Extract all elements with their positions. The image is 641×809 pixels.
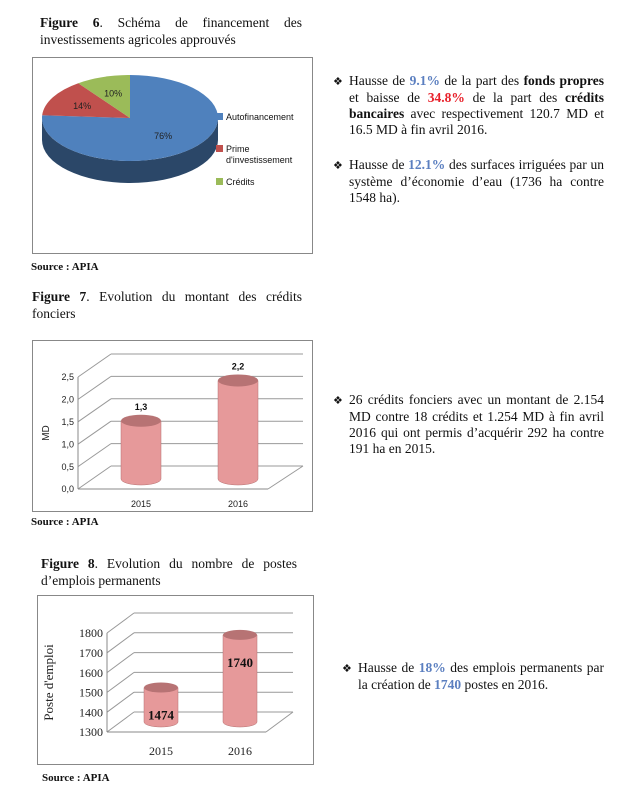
legend-item-autofinancement: Autofinancement [216, 112, 294, 123]
figure8-caption: Figure 8. Evolution du nombre de postes … [41, 555, 297, 589]
figure8-source: Source : APIA [42, 772, 110, 784]
y-tick-label: 1500 [79, 686, 103, 700]
bar-cylinder-2015 [120, 420, 162, 486]
bar-cylinder-top [218, 374, 258, 387]
grid-diagonal [77, 420, 112, 445]
grid-diagonal [77, 398, 112, 423]
y-tick-label: 1400 [79, 705, 103, 719]
x-tick-label: 2016 [228, 744, 252, 758]
bar-cylinder-2016 [222, 634, 258, 728]
y-tick-label: 1,5 [61, 417, 74, 427]
pie-data-label: 14% [73, 101, 91, 111]
grid-diagonal [77, 443, 112, 468]
pie-chart: 76% 14% 10% [41, 75, 218, 183]
figure7-caption: Figure 7. Evolution du montant des crédi… [32, 288, 302, 322]
paragraph-credits-fonciers: ❖ 26 crédits fonciers avec un montant de … [333, 392, 604, 456]
y-tick-label: 1,0 [61, 439, 74, 449]
grid-diagonal [77, 465, 112, 490]
bar-data-label: 1474 [148, 708, 175, 723]
y-axis-label: MD [41, 425, 52, 441]
diamond-dots-bullet-icon: ❖ [342, 663, 352, 675]
pie-slice-2 [78, 75, 130, 118]
legend-swatch [216, 178, 223, 185]
legend-item-prime: Prime d'investissement [216, 144, 318, 166]
y-tick-label: 1700 [79, 646, 103, 660]
bar-chart-credits: 0,0 0,5 1,0 1,5 2,0 2,5 1,3 2015 2,2 2016 MD [41, 353, 304, 509]
figure-caption-text: . Evolution du nombre de postes d’emploi… [41, 556, 298, 588]
figure6-caption: Figure 6. Schéma de financement des inve… [40, 14, 302, 48]
bar-data-label: 2,2 [232, 361, 245, 371]
grid-diagonal [106, 652, 135, 674]
figure-caption-text: . Evolution du montant des crédits fonci… [32, 289, 302, 321]
floor-edge [267, 465, 304, 490]
y-tick-label: 2,5 [61, 372, 74, 382]
x-tick-label: 2015 [131, 499, 151, 509]
paragraph-emplois: ❖ Hausse de 18% des emplois permanents pa… [342, 660, 604, 692]
grid-diagonal [106, 632, 135, 654]
diamond-dots-bullet-icon: ❖ [333, 395, 343, 407]
bar-cylinder-2016 [217, 380, 259, 486]
y-axis-label: Poste d'emploi [41, 644, 56, 721]
figure-caption-text: . Schéma de financement des investisseme… [40, 15, 302, 47]
legend-label: Prime d'investissement [226, 144, 293, 165]
diamond-dots-bullet-icon: ❖ [333, 76, 343, 88]
grid-diagonal [106, 691, 135, 713]
bar-data-label: 1,3 [135, 402, 148, 412]
bar-cylinder-top [144, 682, 178, 693]
y-tick-label: 0,0 [61, 484, 74, 494]
grid-diagonal [106, 671, 135, 693]
figure-label: Figure 6 [40, 15, 100, 30]
legend-swatch [216, 113, 223, 120]
pie-data-label: 76% [154, 131, 172, 141]
y-tick-label: 1800 [79, 626, 103, 640]
bar-chart-emplois: 1300 1400 1500 1600 1700 1800 1474 2015 1740 2016… [41, 612, 294, 758]
bar-cylinder-top [121, 414, 161, 427]
floor-edge [265, 711, 294, 733]
legend-label: Autofinancement [226, 112, 294, 122]
pie-data-label: 10% [104, 89, 122, 99]
bar-chart-emplois-box: 1300 1400 1500 1600 1700 1800 1474 2015 1740 2016… [37, 595, 314, 765]
x-tick-label: 2016 [228, 499, 248, 509]
pie-slice-0 [41, 75, 218, 161]
grid-diagonal [77, 353, 112, 378]
bar-chart-credits-box: 0,0 0,5 1,0 1,5 2,0 2,5 1,3 2015 2,2 2016 MD [32, 340, 313, 512]
y-tick-label: 2,0 [61, 395, 74, 405]
figure7-source: Source : APIA [31, 516, 99, 528]
y-tick-label: 1300 [79, 725, 103, 739]
figure6-source: Source : APIA [31, 261, 99, 273]
bar-cylinder-2015 [143, 687, 179, 728]
grid-diagonal [106, 612, 135, 634]
legend-item-credits: Crédits [216, 177, 255, 188]
grid-diagonal [106, 711, 135, 733]
paragraph-fonds-propres: ❖ Hausse de 9.1% de la part des fonds pro… [333, 73, 605, 137]
pie-side [42, 118, 218, 183]
diamond-dots-bullet-icon: ❖ [333, 160, 343, 172]
figure-label: Figure 8 [41, 556, 95, 571]
legend-swatch [216, 145, 223, 152]
bar-cylinder-top [223, 629, 257, 640]
pie-chart-box: 76% 14% 10% Autofinancement Prime d'invest… [32, 57, 313, 254]
pie-slice-1 [42, 83, 131, 118]
paragraph-surfaces-irriguees: ❖ Hausse de 12.1% des surfaces irriguées … [333, 157, 604, 205]
figure-label: Figure 7 [32, 289, 87, 304]
grid-diagonal [77, 375, 112, 400]
x-tick-label: 2015 [149, 744, 173, 758]
bar-data-label: 1740 [227, 655, 253, 670]
y-tick-label: 0,5 [61, 462, 74, 472]
legend-label: Crédits [226, 177, 255, 187]
y-tick-label: 1600 [79, 666, 103, 680]
